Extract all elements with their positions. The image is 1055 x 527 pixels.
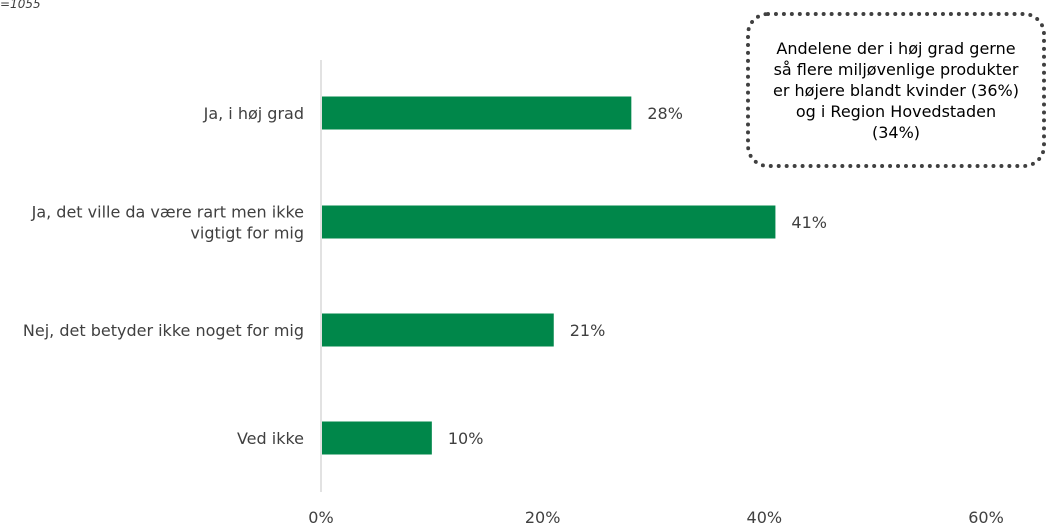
callout-box: Andelene der i høj grad gerne så flere m…: [746, 12, 1046, 168]
bar: [322, 96, 632, 130]
category-label: Ja, i høj grad: [203, 104, 304, 123]
data-label: 41%: [791, 213, 827, 232]
category-label: Ja, det ville da være rart men ikke vigti…: [31, 203, 304, 243]
bar: [322, 205, 776, 239]
bar: [322, 421, 432, 455]
x-tick-label: 60%: [968, 508, 1004, 527]
category-label: Nej, det betyder ikke noget for mig: [23, 321, 304, 340]
data-label: 10%: [448, 429, 484, 448]
data-label: 21%: [570, 321, 606, 340]
x-tick-label: 0%: [308, 508, 333, 527]
callout-text: Andelene der i høj grad gerne så flere m…: [773, 38, 1019, 142]
x-tick-label: 40%: [747, 508, 783, 527]
data-label: 28%: [647, 104, 683, 123]
sample-size-note: =1055: [0, 0, 41, 11]
category-label: Ved ikke: [237, 429, 304, 448]
bar: [322, 313, 554, 347]
x-tick-label: 20%: [525, 508, 561, 527]
